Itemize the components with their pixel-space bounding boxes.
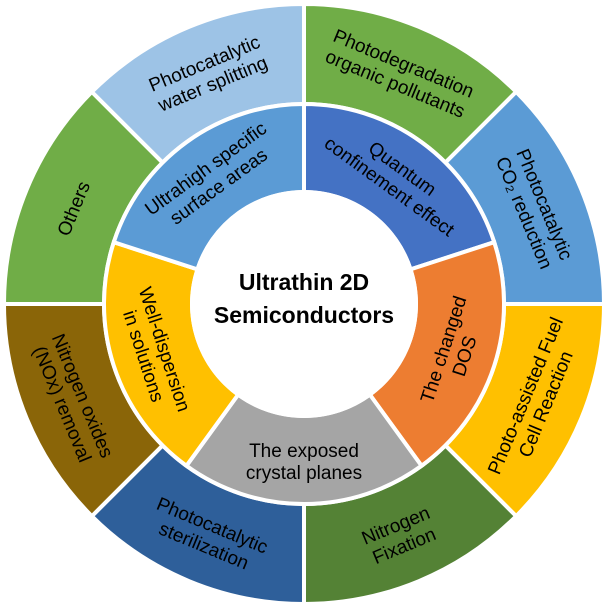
- inner-ring-label: The exposed crystal planes: [246, 441, 362, 484]
- inner-ring-label-line: The exposed: [249, 441, 359, 462]
- inner-ring-segment-4: Well-dispersionin solutions: [102, 239, 241, 469]
- inner-ring-segment-5: Ultrahigh specificsurface areas: [111, 101, 306, 272]
- inner-ring-label-line: crystal planes: [246, 463, 362, 484]
- outer-ring-segment-1: Photodegradationorganic pollutants: [302, 1, 519, 166]
- outer-ring-segment-2: PhotocatalyticCO₂ reduction: [442, 89, 607, 306]
- center-title-line-2: Semiconductors: [214, 302, 394, 328]
- outer-ring-segment-6: Nitrogen oxides(NOx) removal: [1, 302, 166, 519]
- center-title-line-1: Ultrathin 2D: [239, 269, 369, 295]
- center-disc: [190, 190, 418, 418]
- inner-ring-segment-3: The exposed crystal planes: [183, 391, 425, 506]
- outer-ring-segment-8: Photocatalyticwater splitting: [89, 1, 306, 166]
- outer-ring-segment-4: NitrogenFixation: [302, 442, 519, 607]
